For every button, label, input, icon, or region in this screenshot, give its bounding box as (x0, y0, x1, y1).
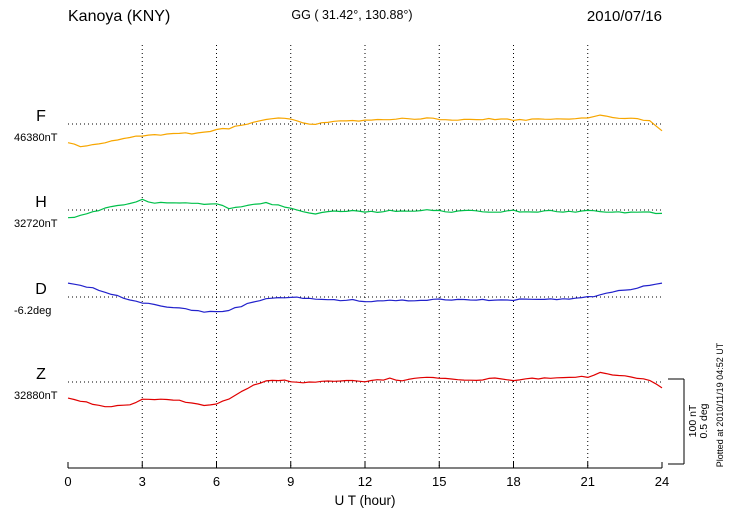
component-letter-D: D (35, 281, 47, 298)
trace-Z (67, 371, 663, 408)
x-tick-label-6: 6 (213, 474, 220, 489)
x-tick-label-15: 15 (432, 474, 446, 489)
scale-bar: 100 nT 0.5 deg (668, 378, 710, 465)
trace-D (67, 282, 663, 313)
coords-label: GG ( 31.42°, 130.88°) (291, 8, 412, 22)
plotted-at-label: Plotted at 2010/11/19 04:52 UT (715, 342, 725, 467)
traces (67, 114, 663, 408)
trace-H (67, 198, 663, 219)
trace-F (67, 114, 663, 148)
x-tick-label-9: 9 (287, 474, 294, 489)
component-value-F: 46380nT (14, 132, 58, 144)
component-letter-F: F (36, 108, 46, 125)
scale-deg-label: 0.5 deg (698, 403, 710, 438)
x-axis-title: U T (hour) (334, 493, 395, 508)
station-title: Kanoya (KNY) (68, 8, 170, 25)
component-letter-Z: Z (36, 366, 46, 383)
component-value-H: 32720nT (14, 218, 58, 230)
x-tick-label-24: 24 (655, 474, 669, 489)
gridlines (141, 45, 589, 468)
x-tick-label-12: 12 (358, 474, 372, 489)
scale-nt-label: 100 nT (687, 404, 699, 437)
component-value-D: -6.2deg (14, 305, 51, 317)
x-tick-label-3: 3 (139, 474, 146, 489)
x-tick-label-21: 21 (581, 474, 595, 489)
component-value-Z: 32880nT (14, 390, 58, 402)
component-letter-H: H (35, 194, 47, 211)
x-axis: 0 3 6 9 12 15 18 21 24 (64, 462, 669, 489)
x-tick-label-18: 18 (506, 474, 520, 489)
component-labels: F 46380nT H 32720nT D -6.2deg Z 32880nT (14, 108, 58, 402)
x-tick-label-0: 0 (64, 474, 71, 489)
date-label: 2010/07/16 (587, 8, 662, 25)
